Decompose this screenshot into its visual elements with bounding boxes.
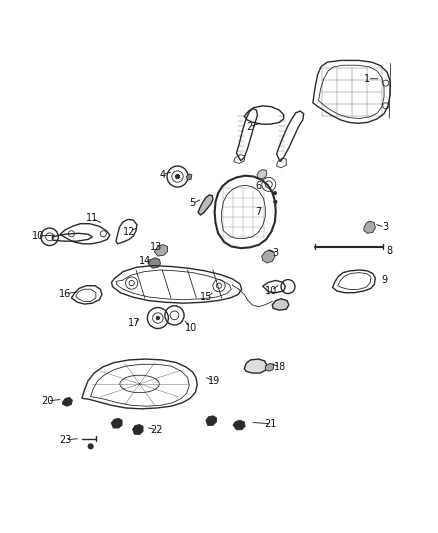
Polygon shape — [244, 359, 267, 373]
Polygon shape — [148, 258, 160, 268]
Text: 10: 10 — [265, 286, 278, 295]
Text: 9: 9 — [382, 276, 388, 286]
Text: 23: 23 — [59, 435, 71, 445]
Circle shape — [88, 444, 93, 449]
Polygon shape — [272, 299, 289, 310]
Text: 8: 8 — [386, 246, 392, 256]
Polygon shape — [63, 398, 72, 406]
Text: 10: 10 — [32, 231, 44, 241]
Text: 22: 22 — [150, 425, 163, 435]
Circle shape — [274, 200, 277, 204]
Text: 14: 14 — [139, 256, 151, 266]
Polygon shape — [262, 250, 275, 263]
Polygon shape — [186, 174, 192, 180]
Text: 17: 17 — [127, 318, 140, 328]
Polygon shape — [364, 221, 375, 233]
Circle shape — [156, 316, 159, 320]
Text: 18: 18 — [274, 362, 286, 372]
Text: 10: 10 — [184, 322, 197, 333]
Text: 2: 2 — [247, 122, 253, 132]
Circle shape — [273, 191, 277, 195]
Text: 3: 3 — [273, 248, 279, 259]
Text: 12: 12 — [124, 227, 136, 237]
Polygon shape — [133, 425, 143, 434]
Text: 19: 19 — [208, 376, 220, 386]
Polygon shape — [198, 195, 213, 215]
Text: 16: 16 — [59, 288, 71, 298]
Text: 5: 5 — [190, 198, 196, 208]
Polygon shape — [257, 169, 267, 179]
Text: 13: 13 — [149, 242, 162, 252]
Text: 4: 4 — [159, 170, 165, 180]
Polygon shape — [111, 418, 122, 428]
Text: 20: 20 — [41, 396, 53, 406]
Text: 7: 7 — [255, 207, 261, 217]
Text: 11: 11 — [86, 214, 99, 223]
Circle shape — [175, 174, 180, 179]
Text: 15: 15 — [200, 292, 212, 302]
Polygon shape — [154, 245, 167, 256]
Polygon shape — [206, 416, 216, 425]
Text: 21: 21 — [264, 419, 277, 429]
Text: 1: 1 — [364, 74, 371, 84]
Polygon shape — [233, 420, 245, 430]
Text: 3: 3 — [382, 222, 388, 232]
Polygon shape — [265, 364, 274, 372]
Text: 6: 6 — [255, 181, 261, 191]
